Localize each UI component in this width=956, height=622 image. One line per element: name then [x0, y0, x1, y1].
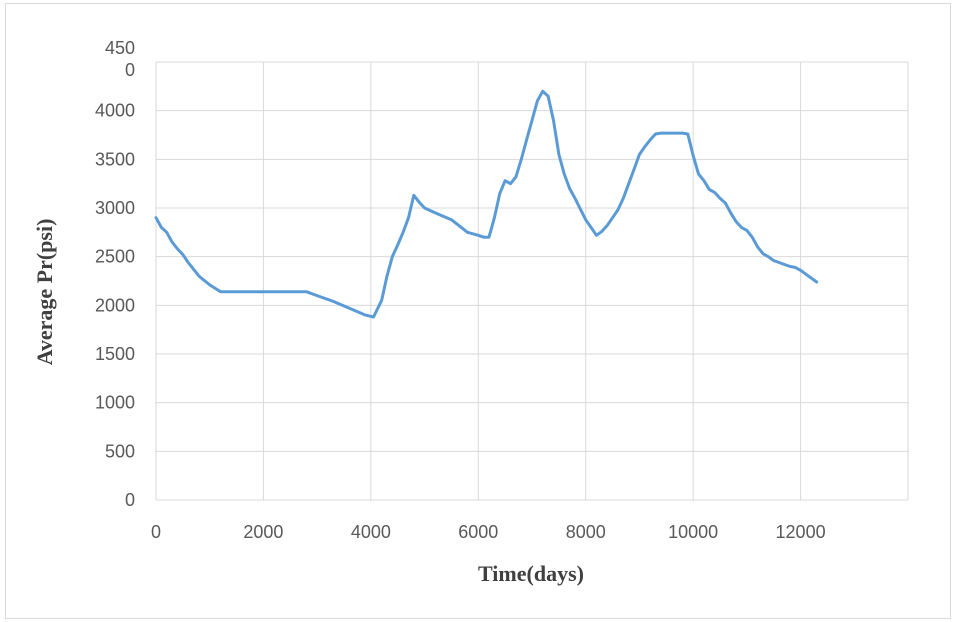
x-tick-label: 2000 [243, 522, 283, 542]
x-tick-label: 4000 [351, 522, 391, 542]
y-tick-label: 3500 [95, 149, 135, 169]
x-tick-label: 12000 [776, 522, 826, 542]
y-tick-label: 2500 [95, 247, 135, 267]
x-tick-label: 0 [151, 522, 161, 542]
series-line [154, 89, 819, 319]
y-axis-title: Average Pr(psi) [32, 219, 57, 366]
y-tick-label: 500 [105, 441, 135, 461]
y-tick-label: 3000 [95, 198, 135, 218]
y-tick-label: 4000 [95, 101, 135, 121]
y-tick-label: 1000 [95, 393, 135, 413]
x-tick-label: 8000 [566, 522, 606, 542]
x-tick-label: 6000 [458, 522, 498, 542]
x-tick-label: 10000 [668, 522, 718, 542]
y-tick-label: 1500 [95, 344, 135, 364]
y-tick-label: 450 0 [105, 38, 135, 80]
x-axis-title: Time(days) [478, 561, 584, 586]
y-tick-label: 2000 [95, 295, 135, 315]
y-tick-labels: 0 500 1000 1500 2000 2500 3000 3500 4000 450 0 [95, 38, 135, 510]
x-tick-labels: 0 2000 4000 6000 8000 10000 12000 [151, 522, 826, 542]
gridlines [155, 61, 909, 501]
y-tick-label: 0 [125, 490, 135, 510]
